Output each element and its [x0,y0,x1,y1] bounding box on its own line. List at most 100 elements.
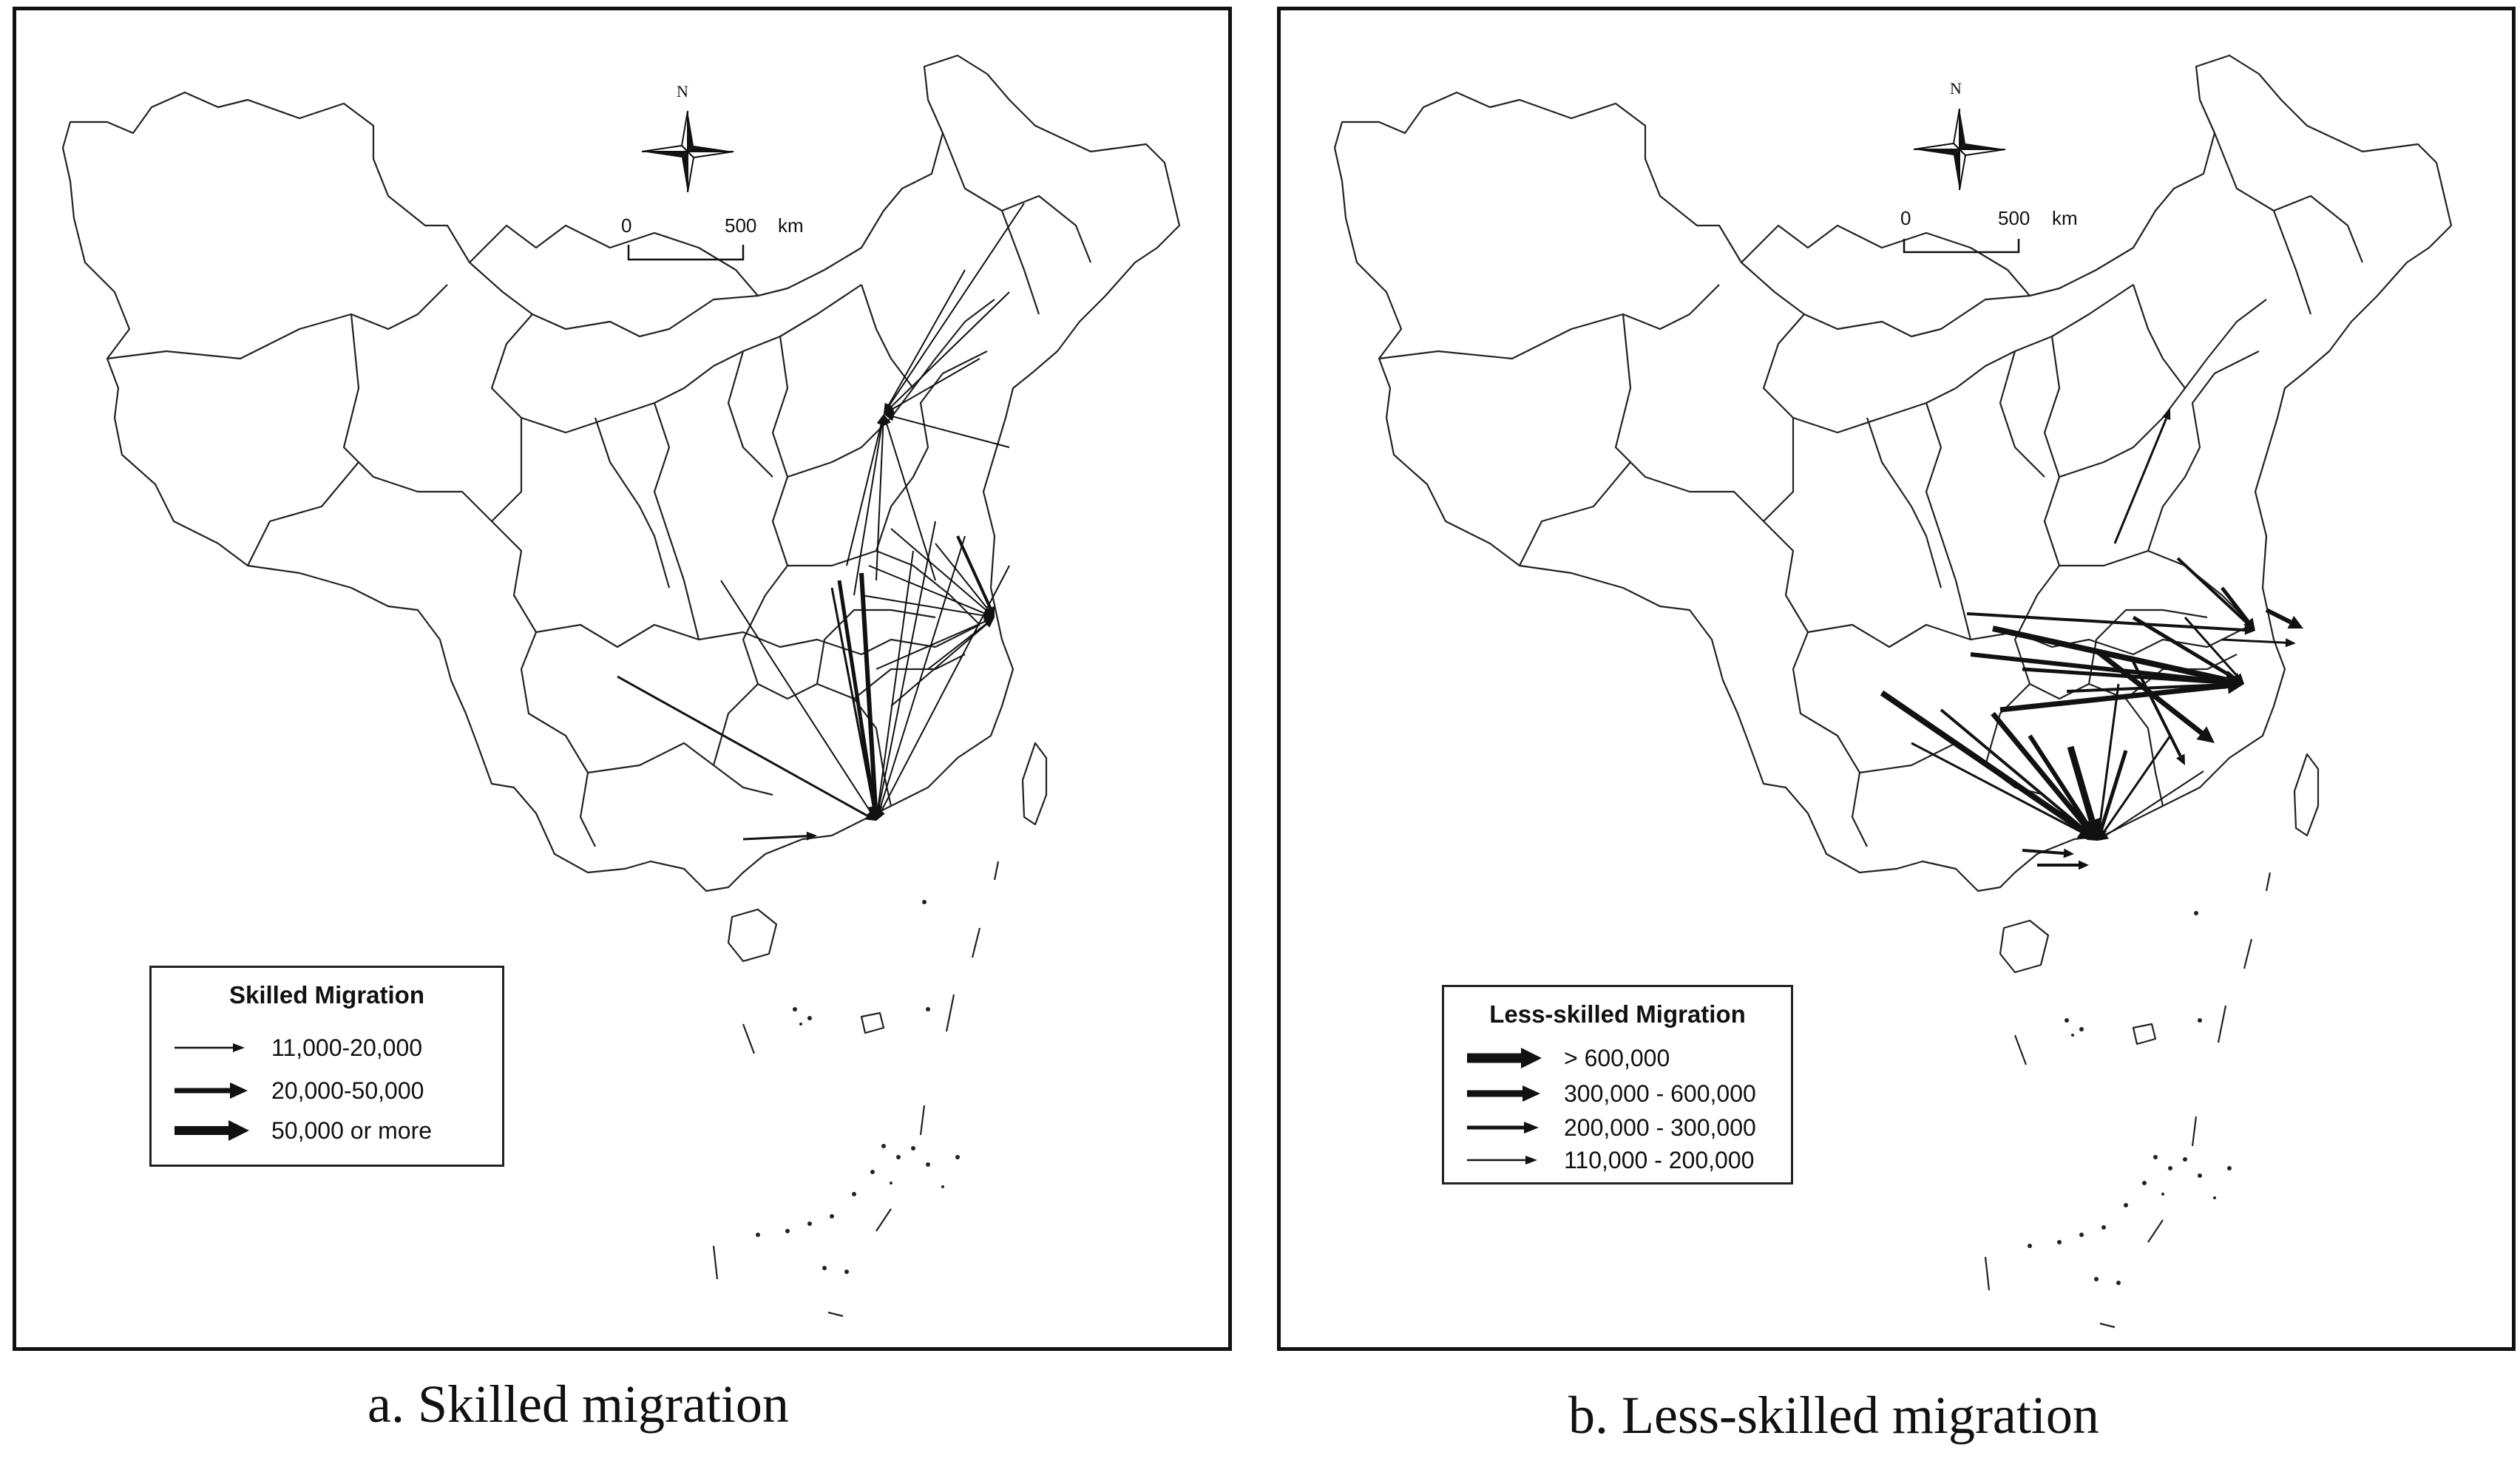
legend-item-medium: 200,000 - 300,000 [1463,1113,1756,1142]
caption-skilled: a. Skilled migration [368,1375,789,1434]
migration-arrow-head [873,810,882,821]
migration-arrow-shaft [2132,615,2235,680]
province-boundary [860,284,995,390]
migration-arrow-shaft [720,580,872,813]
legend-item-large: 300,000 - 600,000 [1463,1079,1756,1108]
sea-dash [993,861,1000,881]
migration-arrow-shaft [2184,617,2238,677]
province-boundary [788,549,980,626]
legend-title: Less-skilled Migration [1489,1000,1746,1028]
sea-dash [2191,1116,2198,1147]
migration-arrow-shaft [890,528,988,611]
legend-label: 50,000 or more [271,1116,433,1144]
migration-arrow-shaft [2028,734,2093,830]
migration-arrow-head [2079,860,2089,870]
thick-arrow-icon [175,1120,249,1141]
small-islands [756,900,960,1274]
migration-arrow-shaft [859,572,878,807]
province-boundary [535,623,980,656]
migration-arrow-shaft [878,535,966,811]
province-boundary [1866,417,1942,589]
legend-skilled: Skilled Migration 11,000-20,000 20,000-5… [149,966,504,1167]
migration-arrow-shaft [1999,682,2229,713]
migration-arrow-shaft [1966,612,2246,632]
province-boundary [1792,284,2134,434]
map-panel-skilled: N 0 500 km Skilled Migration 11,000-20,0… [13,7,1232,1351]
sea-dash [2265,872,2272,892]
province-boundary [1999,350,2045,478]
legend-item-small: 11,000-20,000 [171,1033,422,1063]
migration-arrow-shaft [877,521,936,811]
compass-north-label: N [677,82,688,101]
migration-arrows-less-skilled [1880,409,2303,870]
migration-arrow-shaft [888,203,1025,406]
legend-label: 110,000 - 200,000 [1564,1146,1755,1173]
province-boundary [490,314,533,522]
taiwan-island [2293,753,2320,837]
migration-arrow-shaft [2098,683,2120,831]
migration-arrows-skilled [617,203,1025,841]
islet [2132,1023,2157,1046]
china-map-skilled [61,54,1181,1318]
migration-arrow-shaft [927,623,987,670]
compass-north-label: N [1950,79,1962,98]
sea-dash [875,1208,892,1232]
migration-arrow-head [2196,726,2215,743]
migration-arrow-shaft [2066,682,2235,693]
legend-item-largest: > 600,000 [1463,1043,1670,1073]
migration-arrow-head [983,611,995,620]
migration-arrow-shaft [2221,638,2286,644]
migration-arrow-shaft [893,416,1010,448]
country-outline [61,54,1181,892]
scale-distance-label: 500 [1998,207,2030,229]
province-boundary [247,461,359,566]
province-boundary [520,631,596,847]
china-map-less-skilled [1333,54,2453,1329]
small-islands [2028,911,2232,1285]
legend-item-small: 110,000 - 200,000 [1463,1145,1754,1175]
province-boundary [2013,336,2061,685]
province-boundary [2059,387,2186,478]
scale-zero-label: 0 [1900,207,1911,229]
legend-item-large: 50,000 or more [171,1116,432,1145]
province-boundary [2132,284,2267,390]
scale-unit-label: km [778,214,804,237]
migration-arrow-shaft [861,594,985,617]
migration-arrow-shaft [846,424,882,566]
sea-dash [945,994,955,1032]
caption-less-skilled: b. Less-skilled migration [1568,1386,2099,1445]
hainan-island [727,908,778,963]
migration-arrow-shaft [2176,557,2249,625]
islet [860,1011,885,1034]
province-boundary [521,284,862,434]
province-boundary [587,742,773,796]
province-boundary [342,314,537,633]
sea-dash [2147,1219,2164,1243]
province-boundary [469,224,759,296]
province-boundary [2147,350,2260,552]
migration-arrow-head [2162,409,2171,421]
migration-arrow-shaft [1992,626,2226,683]
migration-arrow-head [2243,617,2255,631]
migration-arrow-shaft [2067,745,2096,821]
migration-arrow-shaft [2099,750,2128,830]
taiwan-island [1021,742,1048,826]
migration-arrow-shaft [2102,735,2172,833]
sea-dash [2217,1005,2227,1043]
thickest-arrow-icon [1467,1048,1542,1068]
province-boundary [1000,210,1040,315]
migration-arrow-shaft [617,675,868,817]
migration-arrow-shaft [1940,708,2091,836]
migration-arrow-head [2285,638,2296,648]
migration-arrow-head [884,412,895,421]
province-boundary [742,336,789,685]
sea-dash [712,1245,719,1280]
migration-arrow-shaft [1880,690,2084,833]
sea-dash [919,1105,926,1136]
province-boundary [1741,224,2030,296]
province-boundary [1519,461,1631,566]
province-boundary [853,654,966,699]
migration-arrow-shaft [2113,418,2168,544]
migration-arrow-shaft [935,543,989,610]
sea-dash [2013,1034,2028,1065]
